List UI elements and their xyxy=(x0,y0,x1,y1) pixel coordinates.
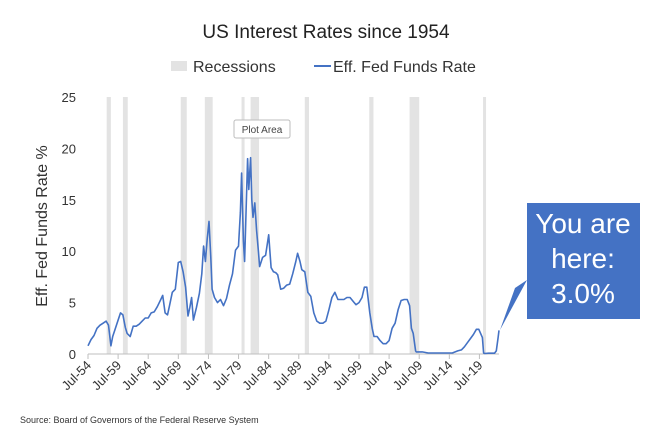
recession-band-3 xyxy=(180,97,187,354)
recession-band-10 xyxy=(483,97,487,354)
x-tick-label-11: Jul-04 xyxy=(360,358,396,394)
x-tick-label-2: Jul-59 xyxy=(89,358,125,394)
y-tick-label-10: 10 xyxy=(62,244,76,259)
x-tick-label-13: Jul-14 xyxy=(420,358,456,394)
y-tick-label-25: 25 xyxy=(62,90,76,105)
callout-box xyxy=(527,203,640,319)
plot-area-tooltip: Plot Area xyxy=(233,119,291,139)
callout-line-3: 3.0% xyxy=(551,278,615,309)
x-tick-label-12: Jul-09 xyxy=(390,358,426,394)
callout-line-2: here: xyxy=(551,243,615,274)
axes xyxy=(87,353,499,359)
legend-fed-funds-label: Eff. Fed Funds Rate xyxy=(333,59,476,76)
x-tick-labels: Jul-54Jul-59Jul-64Jul-69Jul-74Jul-79Jul-… xyxy=(58,358,485,394)
recession-band-7 xyxy=(304,97,310,354)
x-tick-label-6: Jul-79 xyxy=(209,358,245,394)
source-note: Source: Board of Governors of the Federa… xyxy=(20,415,259,425)
x-tick-label-7: Jul-84 xyxy=(239,358,275,394)
x-tick-label-4: Jul-69 xyxy=(149,358,185,394)
y-tick-label-15: 15 xyxy=(62,193,76,208)
x-tick-label-5: Jul-74 xyxy=(179,358,215,394)
y-tick-label-0: 0 xyxy=(69,347,76,362)
chart-title: US Interest Rates since 1954 xyxy=(202,22,450,43)
recession-band-9 xyxy=(409,97,420,354)
y-tick-label-5: 5 xyxy=(69,296,76,311)
recession-bands xyxy=(106,97,487,354)
x-tick-label-8: Jul-89 xyxy=(269,358,305,394)
tooltip-text: Plot Area xyxy=(242,125,283,136)
callout: You are here: 3.0% xyxy=(500,203,640,330)
legend-recessions-swatch xyxy=(171,61,187,71)
legend-recessions-label: Recessions xyxy=(193,59,276,76)
callout-line-1: You are xyxy=(535,208,631,239)
recession-band-2 xyxy=(122,97,128,354)
x-tick-label-3: Jul-64 xyxy=(119,358,155,394)
x-tick-label-1: Jul-54 xyxy=(58,358,94,394)
recession-band-8 xyxy=(369,97,374,354)
series-layer xyxy=(87,156,500,355)
y-axis-label: Eff. Fed Funds Rate % xyxy=(34,145,51,307)
recession-band-6 xyxy=(250,97,260,354)
series-line-fed-funds xyxy=(87,156,500,355)
callout-pointer xyxy=(500,280,527,330)
y-tick-labels: 0 5 10 15 20 25 xyxy=(62,90,76,362)
y-tick-label-20: 20 xyxy=(62,141,76,156)
recession-band-1 xyxy=(106,97,111,354)
x-tick-label-10: Jul-99 xyxy=(329,358,365,394)
legend: Recessions Eff. Fed Funds Rate xyxy=(171,59,476,76)
x-tick-label-9: Jul-94 xyxy=(299,358,335,394)
x-tick-label-14: Jul-19 xyxy=(450,358,486,394)
